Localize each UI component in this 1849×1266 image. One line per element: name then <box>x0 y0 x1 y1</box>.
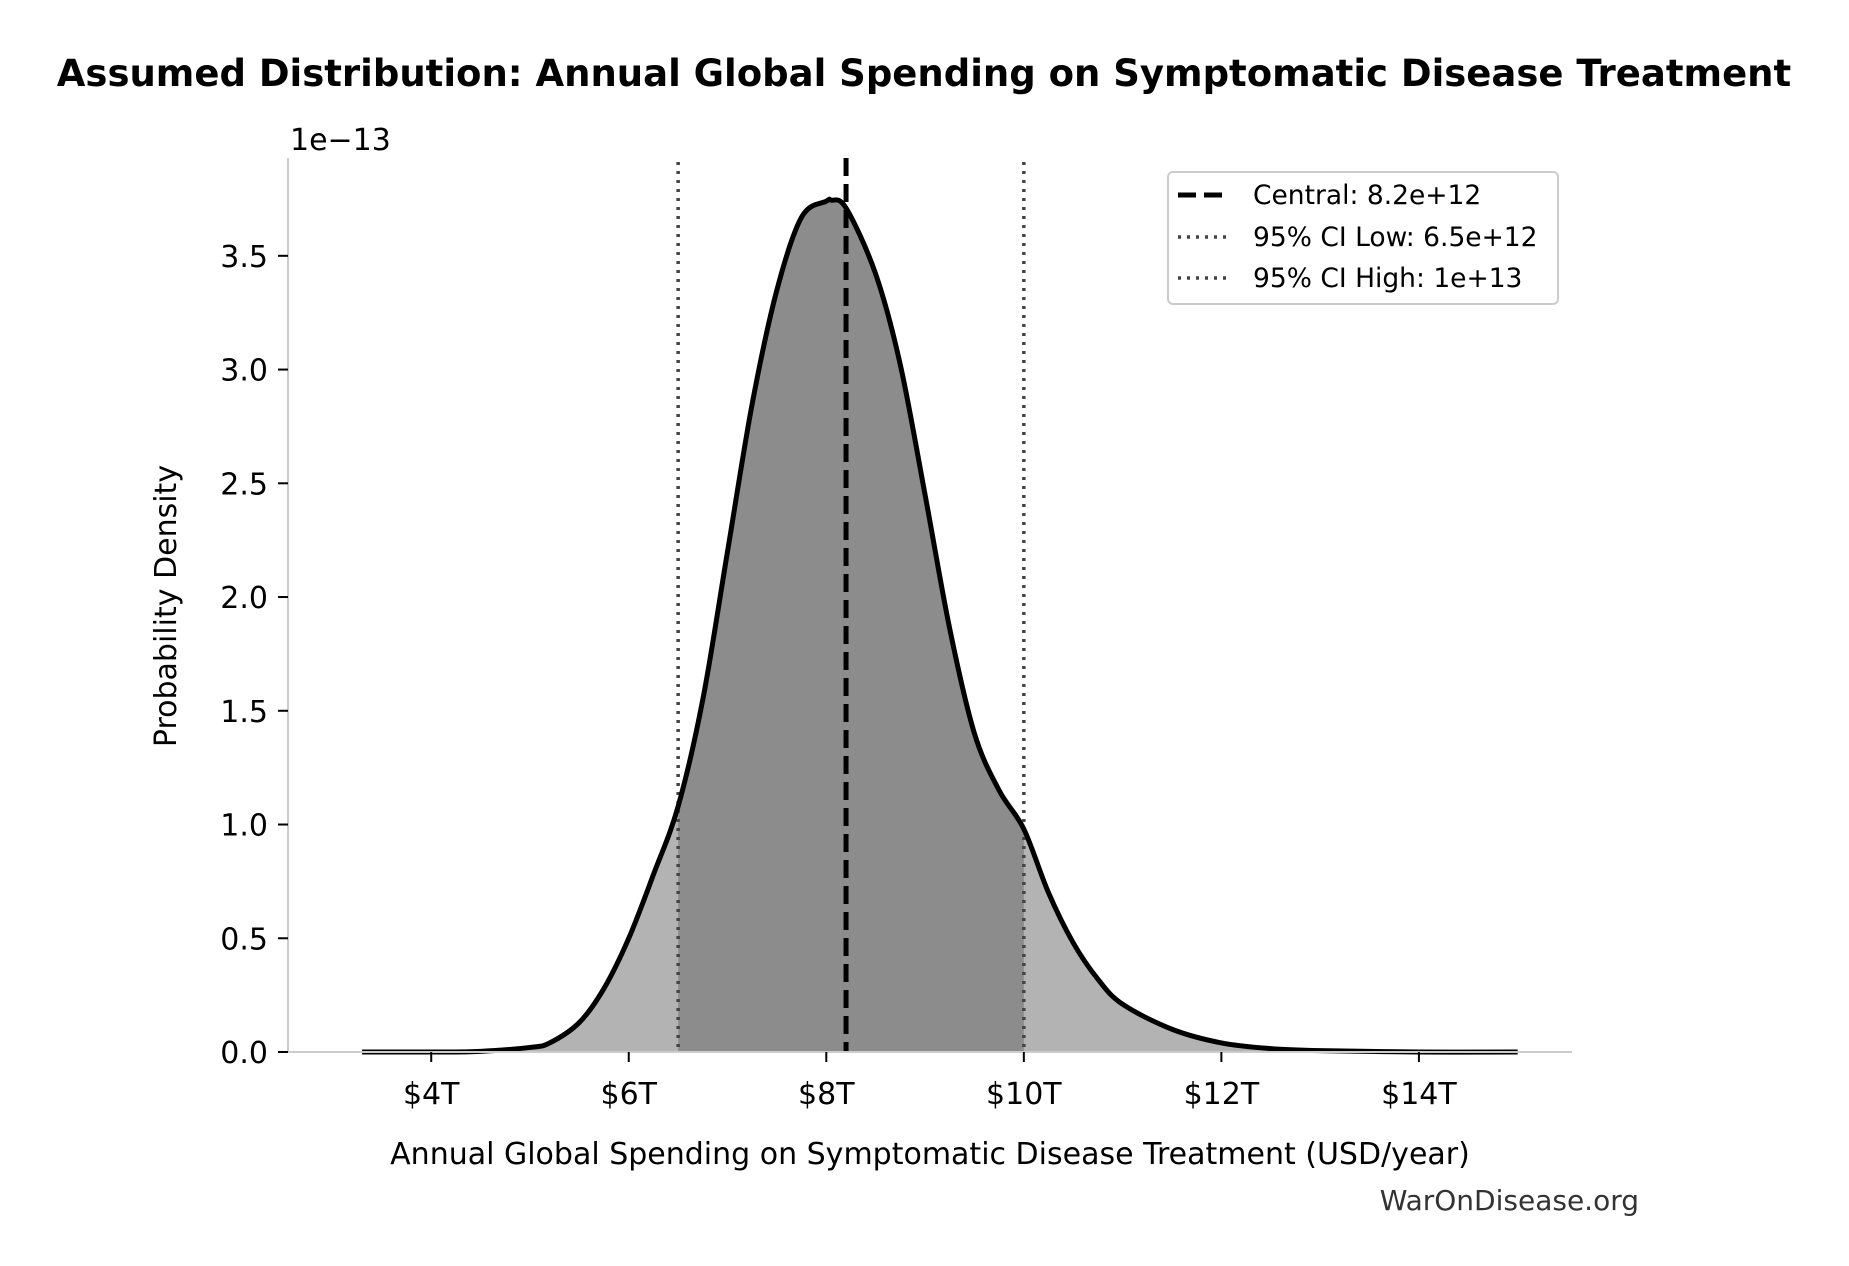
y-tick-label: 1.5 <box>220 695 268 730</box>
watermark-text: WarOnDisease.org <box>1380 1184 1639 1217</box>
x-tick-label: $8T <box>798 1077 855 1112</box>
chart-title: Assumed Distribution: Annual Global Spen… <box>57 52 1791 95</box>
x-tick-label: $4T <box>403 1077 460 1112</box>
density-curve-line <box>362 196 1518 1055</box>
y-tick-label: 3.5 <box>220 240 268 275</box>
x-tick-label: $12T <box>1184 1077 1260 1112</box>
density-fill-ci-region <box>678 199 1024 1052</box>
legend-box <box>1167 171 1559 305</box>
legend: Central: 8.2e+12 95% CI Low: 6.5e+12 95%… <box>1167 171 1559 305</box>
plot-area <box>287 158 1572 1055</box>
y-axis-ticks: 0.0 0.5 1.0 1.5 2.0 2.5 3.0 3.5 <box>220 240 288 1071</box>
y-axis-offset-label: 1e−13 <box>290 123 391 158</box>
y-tick-label: 3.0 <box>220 354 268 389</box>
y-tick-label: 0.0 <box>220 1036 268 1071</box>
y-tick-label: 2.5 <box>220 467 268 502</box>
x-tick-label: $14T <box>1381 1077 1457 1112</box>
y-tick-label: 2.0 <box>220 581 268 616</box>
x-axis-ticks: $4T $6T $8T $10T $12T $14T <box>403 1052 1457 1112</box>
legend-label-ci-low: 95% CI Low: 6.5e+12 <box>1253 222 1538 253</box>
legend-label-ci-high: 95% CI High: 1e+13 <box>1253 263 1522 294</box>
y-tick-label: 1.0 <box>220 809 268 844</box>
x-axis-label: Annual Global Spending on Symptomatic Di… <box>390 1137 1470 1172</box>
x-tick-label: $6T <box>601 1077 658 1112</box>
y-tick-label: 0.5 <box>220 922 268 957</box>
y-axis-label: Probability Density <box>149 465 184 747</box>
legend-label-central: Central: 8.2e+12 <box>1253 180 1481 211</box>
x-tick-label: $10T <box>986 1077 1062 1112</box>
